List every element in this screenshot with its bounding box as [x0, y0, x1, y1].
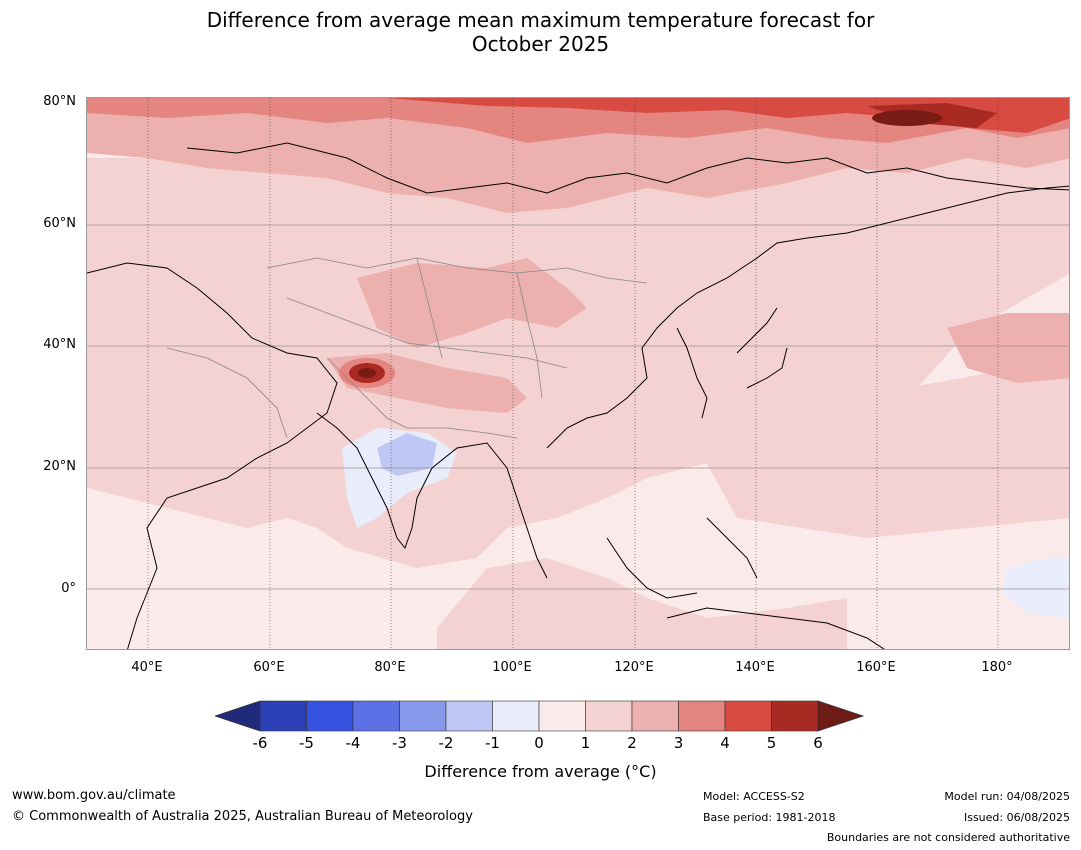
colorbar-tick-label: 4 [720, 734, 730, 752]
copyright: © Commonwealth of Australia 2025, Austra… [12, 809, 473, 824]
lon-label-40e: 40°E [131, 660, 163, 675]
land-warm-east-pacific [687, 358, 1069, 538]
title-line-2: October 2025 [471, 32, 610, 56]
colorbar-cell [352, 700, 400, 732]
graticule [87, 224, 1069, 590]
colorbar-tick-label: -6 [252, 734, 268, 752]
colorbar-cell [538, 700, 586, 732]
land-warm-zone [87, 158, 1069, 568]
lon-label-80e: 80°E [374, 660, 406, 675]
lon-label-140e: 140°E [735, 660, 775, 675]
boundaries-disclaimer: Boundaries are not considered authoritat… [826, 831, 1070, 844]
colorbar-extend-low [215, 700, 261, 732]
colorbar-title: Difference from average (°C) [424, 762, 657, 781]
forecast-map [86, 97, 1070, 650]
meridians [147, 98, 999, 649]
warmer-zone-central-asia [357, 258, 587, 348]
max-zone-karakoram [358, 368, 376, 378]
lon-label-100e: 100°E [492, 660, 532, 675]
colorbar-tick-label: -4 [345, 734, 361, 752]
colorbar-tick-label: 6 [813, 734, 823, 752]
warmer-zone-pacific [947, 313, 1069, 383]
colorbar-cell [492, 700, 540, 732]
lat-label-80n: 80°N [43, 94, 76, 109]
colorbar-cell [771, 700, 819, 732]
lon-label-120e: 120°E [614, 660, 654, 675]
colorbar-tick-label: -5 [299, 734, 314, 752]
colorbar-cell [445, 700, 493, 732]
cool-zone-east-pacific [1002, 558, 1069, 618]
country-borders [166, 257, 648, 439]
colorbar-cell [306, 700, 354, 732]
title-line-1: Difference from average mean maximum tem… [206, 8, 875, 32]
base-period: Base period: 1981-2018 [703, 811, 836, 824]
lon-label-60e: 60°E [253, 660, 285, 675]
colorbar-cell [724, 700, 772, 732]
colorbar-tick-label: -3 [392, 734, 407, 752]
lat-label-20n: 20°N [43, 459, 76, 474]
colorbar-extend-high [817, 700, 865, 732]
colorbar-tick-label: 2 [627, 734, 637, 752]
max-zone-east-siberia [872, 110, 942, 126]
colorbar-cell [585, 700, 633, 732]
colorbar-tick-label: 5 [766, 734, 777, 752]
map-canvas [87, 98, 1069, 649]
colorbar-tick-label: 3 [673, 734, 684, 752]
lat-label-0: 0° [61, 581, 76, 596]
map-title: Difference from average mean maximum tem… [0, 8, 1081, 56]
colorbar-tick-label: 0 [534, 734, 544, 752]
colorbar-tick-label: -1 [485, 734, 500, 752]
coastlines [87, 142, 1069, 649]
website-link[interactable]: www.bom.gov.au/climate [12, 788, 176, 803]
colorbar-cell [399, 700, 447, 732]
colorbar-cell [631, 700, 679, 732]
colorbar-tick-label: -2 [438, 734, 454, 752]
colorbar-tick-label: 1 [580, 734, 591, 752]
colorbar [215, 700, 865, 732]
colorbar-cell [259, 700, 307, 732]
land-warm-indian-ocean [437, 558, 847, 649]
lat-label-60n: 60°N [43, 216, 76, 231]
issued-date: Issued: 06/08/2025 [963, 811, 1070, 824]
colorbar-cell [678, 700, 726, 732]
lon-label-160e: 160°E [856, 660, 896, 675]
model-info: Model: ACCESS-S2 [703, 790, 805, 803]
lon-label-180: 180° [981, 660, 1013, 675]
cooler-zone-india [377, 433, 437, 476]
lat-label-40n: 40°N [43, 337, 76, 352]
model-run: Model run: 04/08/2025 [944, 790, 1070, 803]
